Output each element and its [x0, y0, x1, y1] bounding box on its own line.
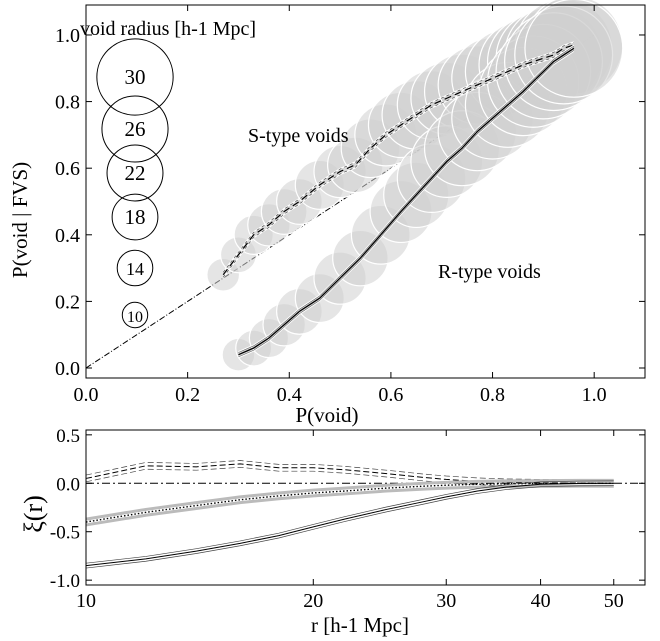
legend-label-26: 26	[125, 117, 146, 141]
bottom-x-tick-label: 20	[303, 590, 323, 612]
bottom-y-axis-label: ξ(r)	[19, 495, 48, 533]
bottom-panel: 10 20 30 40 50 0.5 0.0 -0.5 -1.0 r [h-1 Mpc] ξ(r…	[19, 426, 646, 637]
xi-band-lower-dotted	[85, 484, 614, 527]
y-tick-label: 0.2	[55, 291, 80, 313]
y-tick-label: 0.6	[55, 158, 80, 180]
r-type-band-lower	[238, 50, 575, 358]
r-type-band-upper	[238, 45, 575, 353]
s-type-band-lower	[222, 47, 574, 278]
bottom-y-tick-label: -0.5	[50, 523, 80, 544]
legend-circle-18	[111, 193, 159, 241]
xi-band-upper-dotted	[85, 478, 614, 521]
legend-label-30: 30	[125, 65, 146, 89]
top-plot-frame	[85, 4, 646, 379]
y-tick-label: 0.0	[55, 358, 80, 380]
bottom-x-tick-label: 10	[76, 590, 96, 612]
legend-circle-30	[96, 38, 174, 116]
legend-circle-22	[106, 144, 164, 202]
legend-circle-14	[116, 249, 154, 287]
bottom-x-tick-label: 40	[531, 590, 551, 612]
annotation-r-type: R-type voids	[438, 261, 541, 283]
x-tick-label: 0.8	[480, 384, 505, 406]
s-type-band-edge	[222, 41, 575, 273]
legend-label-14: 14	[126, 259, 144, 279]
bottom-x-axis-label: r [h-1 Mpc]	[311, 613, 409, 637]
xi-curve-solid	[85, 482, 614, 567]
legend-circle-26	[101, 95, 169, 163]
s-type-band-edge	[222, 47, 575, 279]
bottom-x-tick-label: 50	[604, 590, 624, 612]
xi-band-lower-solid	[85, 485, 614, 569]
r-type-band-edge	[238, 50, 575, 359]
bottom-x-tick-label: 30	[436, 590, 456, 612]
void-curves	[222, 41, 575, 359]
void-bubbles	[206, 0, 624, 372]
s-type-curve	[222, 44, 575, 276]
r-type-curve	[238, 47, 575, 356]
legend-title: void radius [h-1 Mpc]	[80, 18, 256, 40]
annotation-s-type: S-type voids	[248, 125, 349, 147]
s-type-band-upper	[222, 42, 574, 273]
void-radius-legend: void radius [h-1 Mpc] 30 26 22 18 14 10	[80, 18, 256, 329]
r-type-band-edge	[238, 44, 575, 353]
x-tick-label: 1.0	[582, 384, 607, 406]
bottom-plot-frame	[85, 429, 646, 586]
x-tick-label: 0.6	[378, 384, 403, 406]
x-tick-label: 0.4	[277, 384, 302, 406]
xi-curve-dotted	[85, 482, 614, 523]
x-tick-label: 0.2	[175, 384, 200, 406]
legend-circle-10	[121, 301, 149, 329]
legend-label-10: 10	[127, 309, 143, 326]
top-x-axis-label: P(void)	[296, 403, 359, 427]
legend-label-18: 18	[125, 205, 146, 229]
y-tick-label: 0.8	[55, 92, 80, 114]
bottom-y-tick-label: 0.0	[56, 474, 80, 495]
correlation-curves	[85, 460, 645, 569]
bottom-axes: 10 20 30 40 50 0.5 0.0 -0.5 -1.0	[50, 426, 646, 612]
top-y-axis-label: P(void | FVS)	[8, 162, 32, 278]
bottom-y-tick-label: -1.0	[50, 571, 80, 592]
legend-label-22: 22	[125, 161, 146, 185]
top-axes: 0.0 0.2 0.4 0.6 0.8 1.0 0.0 0.2 0.4 0.6 0.8 1.0	[55, 4, 646, 406]
y-tick-label: 1.0	[55, 25, 80, 47]
bottom-y-tick-label: 0.5	[56, 426, 80, 447]
top-panel: void radius [h-1 Mpc] 30 26 22 18 14 10 S-typ…	[8, 0, 646, 427]
xi-band-upper-solid	[85, 480, 614, 564]
y-tick-label: 0.4	[55, 225, 80, 247]
x-tick-label: 0.0	[74, 384, 99, 406]
